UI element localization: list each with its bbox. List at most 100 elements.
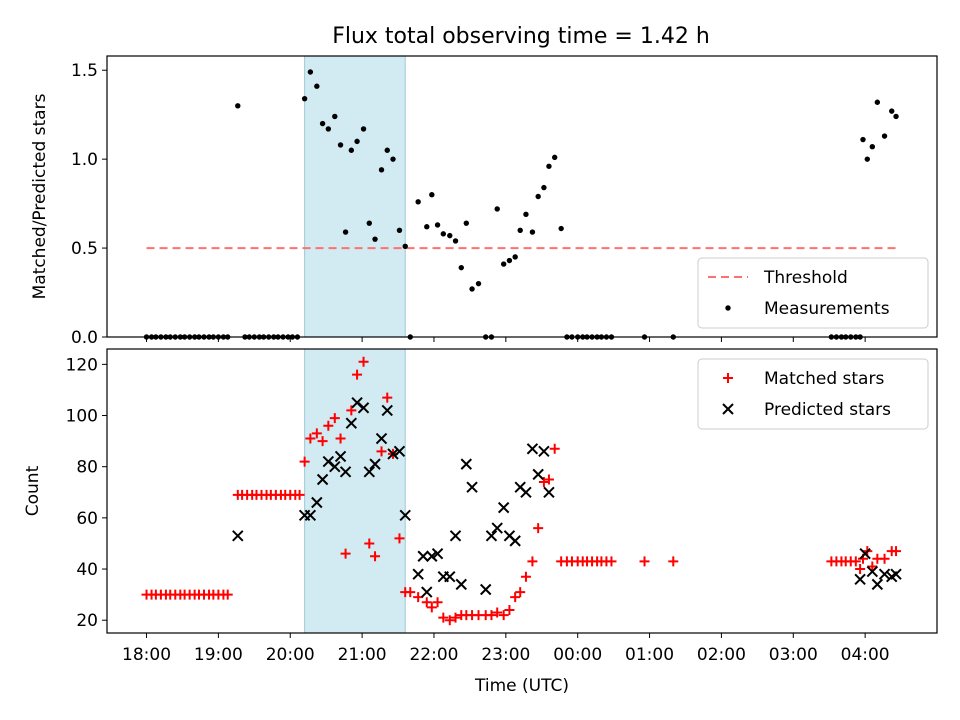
predicted-star-point <box>509 535 521 547</box>
predicted-star-point <box>369 458 381 470</box>
predicted-star-point <box>871 578 884 591</box>
predicted-star-point <box>449 530 462 542</box>
measurement-point <box>551 154 558 161</box>
matched-star-point <box>358 356 369 367</box>
predicted-star-point <box>399 509 411 522</box>
measurement-point <box>535 193 541 200</box>
measurement-point <box>541 184 547 191</box>
matched-star-point <box>444 615 455 626</box>
measurement-point <box>366 220 372 226</box>
predicted-star-point <box>866 565 879 578</box>
predicted-star-point <box>421 586 433 598</box>
y-tick-label: 60 <box>76 509 98 529</box>
x-tick-label: 00:00 <box>553 645 602 665</box>
measurement-point <box>384 147 390 153</box>
matched-star-point <box>413 592 424 603</box>
predicted-star-point <box>387 448 399 460</box>
predicted-star-point <box>357 402 370 414</box>
measurement-point <box>469 286 475 292</box>
measurement-point <box>372 236 378 242</box>
measurement-point <box>415 199 421 205</box>
measurement-point <box>500 261 507 267</box>
observing-window-span <box>304 348 406 634</box>
x-tick-label: 20:00 <box>266 645 315 665</box>
matched-star-point <box>855 564 866 575</box>
predicted-star-point <box>345 417 358 429</box>
measurement-point <box>523 211 529 217</box>
measurement-point <box>396 227 403 233</box>
matched-star-point <box>376 446 387 457</box>
measurement-point <box>860 136 866 143</box>
predicted-star-point <box>431 547 444 560</box>
predicted-star-point <box>339 466 352 478</box>
measurement-point <box>235 103 241 109</box>
measurement-point <box>354 138 360 145</box>
matched-star-point <box>668 556 679 567</box>
measurement-point <box>517 227 523 233</box>
measurement-point <box>529 229 536 235</box>
x-tick-label: 21:00 <box>338 645 387 665</box>
matched-star-point <box>538 477 549 488</box>
matched-star-point <box>504 604 515 615</box>
legend-box <box>697 257 929 329</box>
measurement-point <box>332 113 338 120</box>
measurement-point <box>301 95 308 102</box>
measurement-point <box>307 69 314 75</box>
matched-star-point <box>850 556 861 567</box>
matched-star-point <box>394 533 405 544</box>
matched-star-point <box>533 523 544 534</box>
measurement-point <box>342 229 349 235</box>
matched-star-point <box>311 428 322 439</box>
measurement-point <box>447 232 453 239</box>
predicted-star-point <box>444 571 456 583</box>
matched-star-point <box>317 436 328 447</box>
matched-star-point <box>382 392 393 403</box>
predicted-star-point <box>311 496 323 509</box>
legend-measurement-swatch <box>725 305 731 311</box>
y-tick-label: 0.5 <box>71 239 98 259</box>
matched-star-point <box>879 553 890 564</box>
predicted-star-point <box>417 550 429 562</box>
measurement-point <box>506 257 513 264</box>
measurement-point <box>325 126 332 132</box>
predicted-star-point <box>497 501 510 514</box>
measurement-point <box>558 225 564 232</box>
y-tick-label: 20 <box>76 611 98 631</box>
matched-star-point <box>606 556 617 567</box>
predicted-star-point <box>485 530 498 542</box>
matched-star-point <box>370 551 381 562</box>
measurement-point <box>864 156 870 162</box>
measurement-point <box>546 163 552 169</box>
measurement-point <box>360 126 367 132</box>
predicted-star-point <box>363 466 376 478</box>
matched-star-point <box>222 589 233 600</box>
measurement-point <box>440 231 447 237</box>
predicted-star-point <box>393 445 406 458</box>
observing-window-span <box>304 55 406 338</box>
axes-frame <box>106 348 938 634</box>
measurement-point <box>424 224 430 230</box>
matched-star-point <box>340 548 351 559</box>
measurement-point <box>452 238 459 244</box>
measurement-point <box>869 144 876 150</box>
measurement-point <box>429 192 435 198</box>
legend-matched-swatch <box>723 373 733 383</box>
matched-star-point <box>450 612 461 623</box>
measurement-point <box>463 220 470 226</box>
measurement-point <box>314 83 320 89</box>
y-tick-label: 1.5 <box>71 61 98 81</box>
x-tick-label: 03:00 <box>769 645 818 665</box>
legend-label: Matched stars <box>764 369 884 389</box>
predicted-star-point <box>304 509 317 522</box>
y-tick-label: 40 <box>76 560 98 580</box>
matched-star-point <box>352 369 363 380</box>
predicted-star-point <box>532 468 544 481</box>
predicted-star-point <box>381 404 393 417</box>
predicted-star-point <box>375 432 388 445</box>
predicted-star-point <box>329 460 341 473</box>
legend-box <box>697 358 929 430</box>
matched-star-point <box>305 433 316 444</box>
matched-star-point <box>543 474 554 485</box>
measurement-point <box>475 280 482 287</box>
predicted-star-point <box>316 473 329 486</box>
